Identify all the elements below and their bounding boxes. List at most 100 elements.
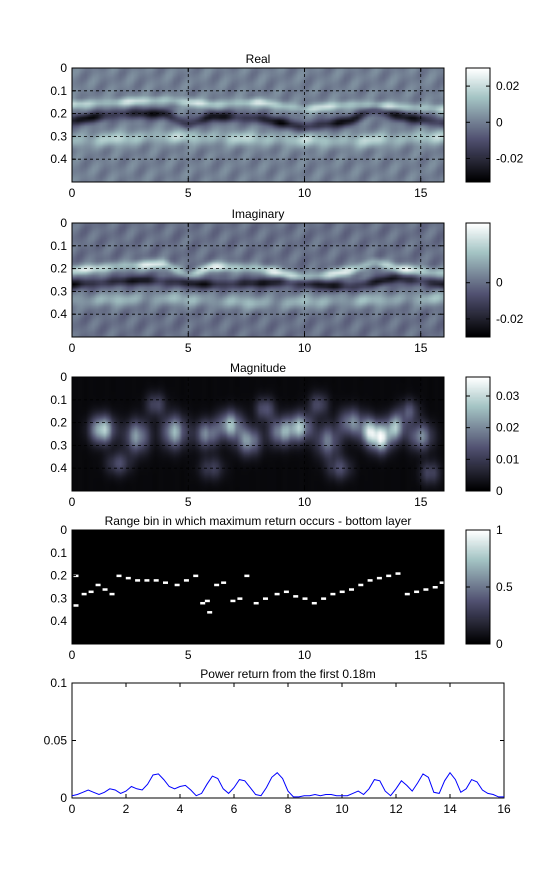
range_bin-y-tick-label: 0.1 bbox=[50, 546, 67, 560]
range-bin-point bbox=[386, 574, 392, 578]
real-title: Real bbox=[246, 52, 271, 66]
range-bin-point bbox=[349, 588, 354, 591]
real-colorbar-frame bbox=[465, 67, 491, 183]
range-bin-point bbox=[116, 574, 122, 578]
imaginary-y-tick-label: 0.1 bbox=[50, 239, 67, 253]
imaginary-y-tick-label: 0.4 bbox=[50, 307, 67, 321]
range-bin-point bbox=[81, 592, 87, 596]
real-x-tick-label: 0 bbox=[69, 186, 76, 200]
power-x-tick-label: 2 bbox=[123, 802, 130, 816]
imaginary-y-tick-label: 0 bbox=[60, 216, 67, 230]
imaginary-axes: 0 5 10 15 0 0.1 0.2 0.3 0.4 Imaginary bbox=[50, 207, 445, 355]
real-colorbar-gradient bbox=[466, 68, 490, 182]
real-axes: 0 5 10 15 0 0.1 0.2 0.3 0.4 Real bbox=[50, 52, 445, 200]
magnitude-x-tick-label: 10 bbox=[298, 495, 312, 509]
imaginary-colorbar-label: 0 bbox=[496, 276, 503, 290]
range_bin-x-tick-label: 0 bbox=[69, 648, 76, 662]
range_bin-colorbar-label: 0 bbox=[496, 637, 503, 651]
real-heatmap-image bbox=[72, 68, 444, 182]
range-bin-point bbox=[432, 586, 438, 589]
range-bin-point bbox=[253, 601, 259, 605]
power-plot-area bbox=[72, 683, 504, 798]
imaginary-colorbar-frame bbox=[465, 222, 491, 338]
range_bin-title: Range bin in which maximum return occurs… bbox=[105, 514, 412, 528]
magnitude-y-tick-label: 0 bbox=[60, 370, 67, 384]
imaginary-x-tick-label: 0 bbox=[69, 341, 76, 355]
magnitude-y-tick-label: 0.2 bbox=[50, 416, 67, 430]
range-bin-point bbox=[88, 590, 94, 594]
imaginary-colorbar-gradient bbox=[466, 223, 490, 337]
magnitude-colorbar: 0.03 0.02 0.01 0 bbox=[465, 376, 520, 498]
imaginary-x-tick-label: 10 bbox=[298, 341, 312, 355]
magnitude-axes: 0 5 10 15 0 0.1 0.2 0.3 0.4 Magnitude bbox=[50, 361, 445, 509]
magnitude-colorbar-label: 0.02 bbox=[496, 421, 520, 435]
range-bin-point bbox=[135, 579, 141, 582]
real-x-tick-label: 5 bbox=[185, 186, 192, 200]
real-y-tick-label: 0.2 bbox=[50, 107, 67, 121]
range-bin-point bbox=[244, 574, 250, 578]
range_bin-points bbox=[73, 572, 445, 614]
range-bin-point bbox=[367, 579, 373, 582]
range-bin-point bbox=[439, 581, 445, 584]
range-bin-point bbox=[302, 597, 308, 600]
range-bin-point bbox=[153, 579, 159, 582]
range_bin-colorbar: 10.50 bbox=[465, 523, 513, 651]
range_bin-colorbar-label: 1 bbox=[496, 523, 503, 537]
real-colorbar-label: 0.02 bbox=[496, 79, 520, 93]
power-x-tick-label: 16 bbox=[497, 802, 511, 816]
range-bin-point bbox=[102, 588, 108, 591]
imaginary-colorbar-label: -0.02 bbox=[496, 312, 524, 326]
real-colorbar: 0.02 0 -0.02 bbox=[465, 67, 524, 183]
real-x-tick-label: 15 bbox=[414, 186, 428, 200]
imaginary-heatmap-image bbox=[72, 223, 444, 337]
range-bin-point bbox=[163, 581, 168, 584]
range_bin-y-tick-label: 0.2 bbox=[50, 569, 67, 583]
power-x-tick-label: 8 bbox=[285, 802, 292, 816]
magnitude-colorbar-label: 0 bbox=[496, 484, 503, 498]
range-bin-point bbox=[293, 595, 299, 598]
imaginary-x-tick-label: 5 bbox=[185, 341, 192, 355]
range_bin-x-tick-label: 15 bbox=[414, 648, 428, 662]
range-bin-point bbox=[376, 576, 382, 580]
imaginary-y-tick-label: 0.3 bbox=[50, 284, 67, 298]
range-bin-point bbox=[95, 583, 101, 587]
range-bin-point bbox=[230, 599, 236, 603]
magnitude-colorbar-label: 0.01 bbox=[496, 452, 520, 466]
real-y-tick-label: 0.3 bbox=[50, 129, 67, 143]
real-frame bbox=[71, 67, 445, 183]
magnitude-colorbar-frame bbox=[465, 376, 491, 492]
range-bin-point bbox=[73, 604, 79, 607]
range-bin-point bbox=[321, 597, 327, 600]
power-x-tick-label: 4 bbox=[177, 802, 184, 816]
power-x-tick-label: 12 bbox=[389, 802, 403, 816]
range-bin-point bbox=[330, 592, 336, 596]
range-bin-point bbox=[358, 583, 364, 587]
range_bin-x-tick-label: 10 bbox=[298, 648, 312, 662]
real-x-tick-label: 10 bbox=[298, 186, 312, 200]
magnitude-colorbar-gradient bbox=[466, 377, 490, 491]
real-y-tick-label: 0.1 bbox=[50, 84, 67, 98]
real-colorbar-label: 0 bbox=[496, 115, 503, 129]
power-y-tick-label: 0 bbox=[60, 791, 67, 805]
imaginary-frame bbox=[71, 222, 445, 338]
range_bin-frame bbox=[71, 529, 445, 645]
real-colorbar-label: -0.02 bbox=[496, 151, 524, 165]
range-bin-point bbox=[214, 583, 220, 587]
range_bin-heatmap-image bbox=[72, 530, 444, 644]
range-bin-point bbox=[283, 590, 289, 594]
range-bin-point bbox=[262, 597, 268, 600]
power-title: Power return from the first 0.18m bbox=[200, 667, 375, 681]
range_bin-y-tick-label: 0.4 bbox=[50, 614, 67, 628]
power-series-line bbox=[71, 771, 504, 798]
power-y-tick-label: 0.1 bbox=[50, 676, 67, 690]
range-bin-point bbox=[125, 576, 131, 580]
magnitude-y-tick-label: 0.4 bbox=[50, 461, 67, 475]
range_bin-colorbar-label: 0.5 bbox=[496, 580, 513, 594]
imaginary-colorbar: 0 -0.02 bbox=[465, 222, 524, 338]
power-x-tick-label: 10 bbox=[335, 802, 349, 816]
magnitude-x-tick-label: 0 bbox=[69, 495, 76, 509]
power-y-tick-label: 0.05 bbox=[44, 734, 68, 748]
range-bin-point bbox=[237, 597, 243, 600]
range_bin-x-tick-label: 5 bbox=[185, 648, 192, 662]
